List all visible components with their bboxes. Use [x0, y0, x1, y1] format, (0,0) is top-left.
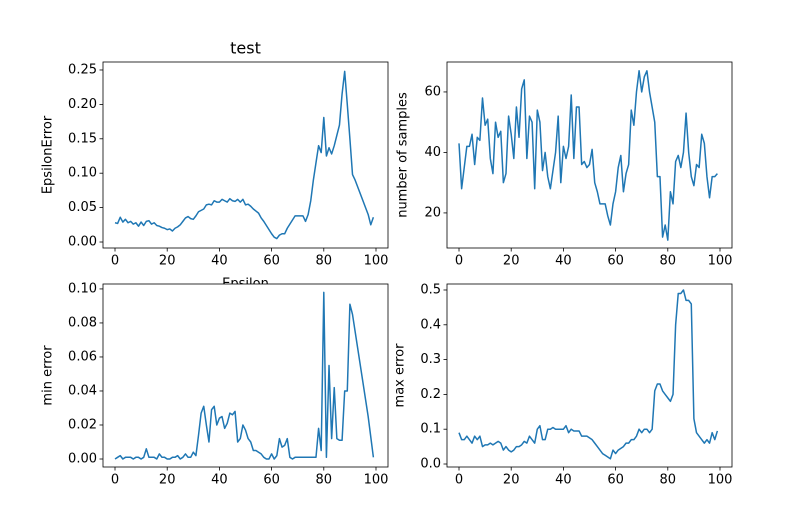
x-tick-label: 0 [455, 473, 463, 488]
x-tick-label: 20 [503, 473, 520, 488]
y-axis-label: max error [393, 343, 408, 408]
x-tick-label: 40 [555, 254, 572, 269]
x-tick-label: 0 [111, 254, 119, 269]
y-tick-label: 0.00 [68, 235, 97, 250]
y-tick-label: 0.08 [68, 315, 97, 330]
x-tick-label: 0 [111, 473, 119, 488]
data-line [458, 289, 719, 460]
chart-title: test [230, 39, 261, 58]
y-axis-label: EpsilonError [41, 115, 56, 194]
y-tick-label: 0.05 [68, 200, 97, 215]
axes-frame [102, 283, 389, 468]
y-tick-label: 0.0 [420, 457, 441, 472]
y-tick-label: 0.15 [68, 131, 97, 146]
x-tick-label: 20 [159, 473, 176, 488]
y-axis-label: number of samples [396, 92, 411, 218]
axes-background [103, 62, 388, 248]
data-line [114, 291, 375, 460]
x-tick-label: 60 [263, 254, 280, 269]
x-tick-label: 60 [607, 473, 624, 488]
y-tick-label: 0.5 [420, 282, 441, 297]
y-tick-label: 20 [424, 205, 441, 220]
x-tick-label: 100 [364, 473, 389, 488]
y-tick-label: 0.20 [68, 97, 97, 112]
x-tick-label: 80 [660, 254, 677, 269]
y-axis-label: min error [41, 345, 56, 406]
y-tick-label: 0.10 [68, 281, 97, 296]
x-tick-label: 0 [455, 254, 463, 269]
y-tick-label: 0.2 [420, 387, 441, 402]
y-tick-label: 0.25 [68, 62, 97, 77]
x-tick-label: 100 [708, 254, 733, 269]
x-tick-label: 60 [263, 473, 280, 488]
data-line [458, 70, 718, 241]
y-tick-label: 60 [424, 84, 441, 99]
y-tick-label: 40 [424, 145, 441, 160]
x-tick-label: 80 [316, 254, 333, 269]
y-tick-label: 0.02 [68, 417, 97, 432]
x-tick-label: 20 [159, 254, 176, 269]
x-tick-label: 20 [503, 254, 520, 269]
axes-frame [102, 61, 389, 249]
x-tick-label: 40 [555, 473, 572, 488]
x-tick-label: 100 [364, 254, 389, 269]
y-tick-label: 0.4 [420, 317, 441, 332]
y-tick-label: 0.1 [420, 422, 441, 437]
axes-frame [446, 61, 733, 249]
y-tick-label: 0.04 [68, 383, 97, 398]
y-tick-label: 0.06 [68, 349, 97, 364]
data-line [114, 70, 375, 240]
x-tick-label: 60 [607, 254, 624, 269]
y-tick-label: 0.3 [420, 352, 441, 367]
axes-background [447, 284, 732, 467]
x-tick-label: 40 [211, 473, 228, 488]
x-tick-label: 40 [211, 254, 228, 269]
axes-frame [446, 283, 733, 468]
axes-background [103, 284, 388, 467]
x-tick-label: 100 [708, 473, 733, 488]
y-tick-label: 0.10 [68, 166, 97, 181]
x-tick-label: 80 [316, 473, 333, 488]
x-tick-label: 80 [660, 473, 677, 488]
y-tick-label: 0.00 [68, 452, 97, 467]
